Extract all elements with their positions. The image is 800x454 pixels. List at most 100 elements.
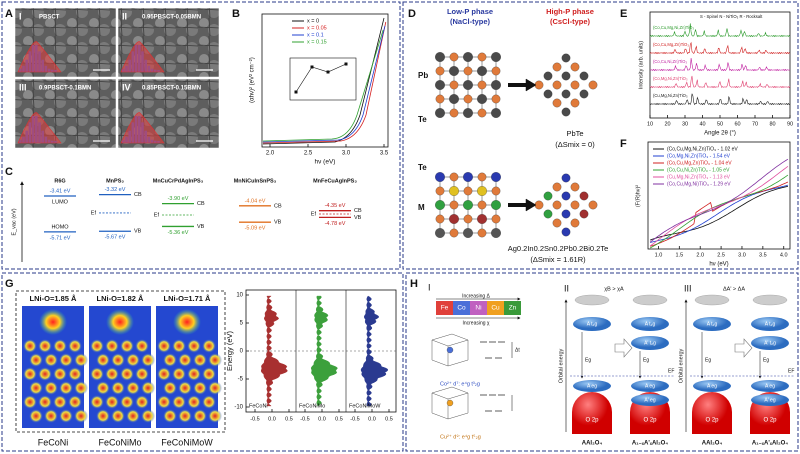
level-tag: HOMO	[51, 224, 69, 230]
trend: Increasing Δ	[462, 293, 490, 299]
atom	[561, 71, 571, 81]
atom	[463, 228, 473, 238]
level-tag: CB	[274, 203, 282, 209]
charge-blob	[29, 381, 43, 395]
x-tick-label: 0.0	[268, 416, 276, 422]
map-name: FeCoNi	[38, 437, 69, 447]
plot-frame	[647, 141, 791, 250]
x-tick-label: 30	[682, 121, 688, 127]
formula: AAl₂O₄	[702, 441, 723, 447]
band-label: A' eg	[764, 397, 775, 403]
atom	[561, 89, 571, 99]
plot-frame	[261, 13, 389, 148]
element: Ni	[475, 305, 481, 312]
charge-hotspot	[106, 309, 134, 335]
panel-border	[1, 1, 401, 270]
configuration: Cu²⁺ d⁹: e⁴g t⁵₂g	[440, 433, 481, 440]
atom	[449, 108, 459, 118]
atom	[491, 200, 501, 210]
formula: A₁₋ₓA'ₓAl₂O₄	[632, 441, 668, 447]
charge-blob	[126, 353, 140, 367]
bond-length: LNi-O=1.71 Å	[164, 294, 211, 303]
atom	[570, 200, 580, 210]
x-tick-label: 0.0	[368, 416, 376, 422]
xrd-trace	[649, 41, 791, 55]
charge-blob	[141, 353, 155, 367]
x-tick-label: 2.0	[266, 151, 275, 157]
legend-label: x = 0.15	[307, 39, 327, 45]
x-tick-label: 90	[787, 121, 793, 127]
compound: Ag0.2In0.2Sn0.2Pb0.2Bi0.2Te	[508, 244, 609, 253]
panel-label: E	[620, 8, 627, 20]
band-label: A' eg	[644, 397, 655, 403]
y-axis-label: E_vac (eV)	[11, 208, 17, 235]
atom	[449, 228, 459, 238]
atom	[570, 62, 580, 72]
band	[751, 336, 789, 350]
atom	[491, 228, 501, 238]
charge-blob	[68, 367, 82, 381]
atom	[570, 182, 580, 192]
atom	[579, 71, 589, 81]
band-label: O 2p	[585, 418, 599, 424]
atom	[477, 52, 487, 62]
map-name: FeCoNiMoW	[161, 437, 213, 447]
atom	[435, 52, 445, 62]
legend-label: (Co,Cu,Mg,Zn)TiO₃ - 1.04 eV	[667, 160, 732, 166]
subpanel-numeral: III	[684, 283, 692, 293]
panel-border	[405, 272, 799, 452]
band-label: A t₂g	[645, 321, 656, 327]
atom	[491, 108, 501, 118]
energy-value: -4.04 eV	[245, 198, 266, 204]
atom	[579, 191, 589, 201]
atom	[463, 94, 473, 104]
energy-value: -5.09 eV	[245, 226, 266, 232]
charge-blob	[29, 353, 43, 367]
atom	[449, 94, 459, 104]
atom	[491, 214, 501, 224]
band-label: A t₂g	[587, 321, 598, 327]
atom	[477, 214, 487, 224]
column-title: MnNiCuInSnPS₃	[234, 178, 277, 184]
level-tag: VB	[134, 229, 142, 235]
element: Fe	[441, 305, 449, 312]
legend-label: (Co,Cu,Mg,Ni)TiO₃ - 1.29 eV	[667, 181, 731, 187]
charge-blob	[178, 409, 192, 423]
charge-blob	[53, 367, 67, 381]
charge-hotspot	[173, 309, 201, 335]
x-axis-label: hν (eV)	[315, 159, 336, 166]
empty-band	[574, 294, 610, 306]
charge-blob	[111, 353, 125, 367]
charge-blob	[90, 367, 104, 381]
atom	[543, 191, 553, 201]
charge-blob	[172, 339, 186, 353]
charge-blob	[163, 381, 177, 395]
x-tick-label: 2.5	[304, 151, 313, 157]
histogram-fit	[120, 41, 165, 73]
bond-length: LNi-O=1.82 Å	[97, 294, 144, 303]
atom	[449, 66, 459, 76]
column-title: MnPS₃	[106, 178, 124, 184]
atom	[588, 200, 598, 210]
oxygen-band	[692, 392, 732, 434]
atom	[435, 228, 445, 238]
image-title: 0.95PBSCT-0.05BMN	[142, 15, 201, 21]
energy-value: -3.32 eV	[105, 187, 126, 193]
atom	[463, 214, 473, 224]
band	[631, 380, 669, 392]
charge-blob	[178, 353, 192, 367]
axis-label: Orbital energy	[558, 348, 564, 383]
x-tick-label: 70	[752, 121, 758, 127]
atom	[570, 80, 580, 90]
charge-blob	[44, 353, 58, 367]
atom	[449, 80, 459, 90]
charge-blob	[68, 395, 82, 409]
atom	[435, 108, 445, 118]
absorption-curve	[649, 165, 789, 247]
atom-label: Pb	[418, 71, 428, 80]
charge-blob	[38, 395, 52, 409]
atom	[449, 52, 459, 62]
axis-label: Orbital energy	[678, 348, 684, 383]
curve	[262, 21, 387, 144]
